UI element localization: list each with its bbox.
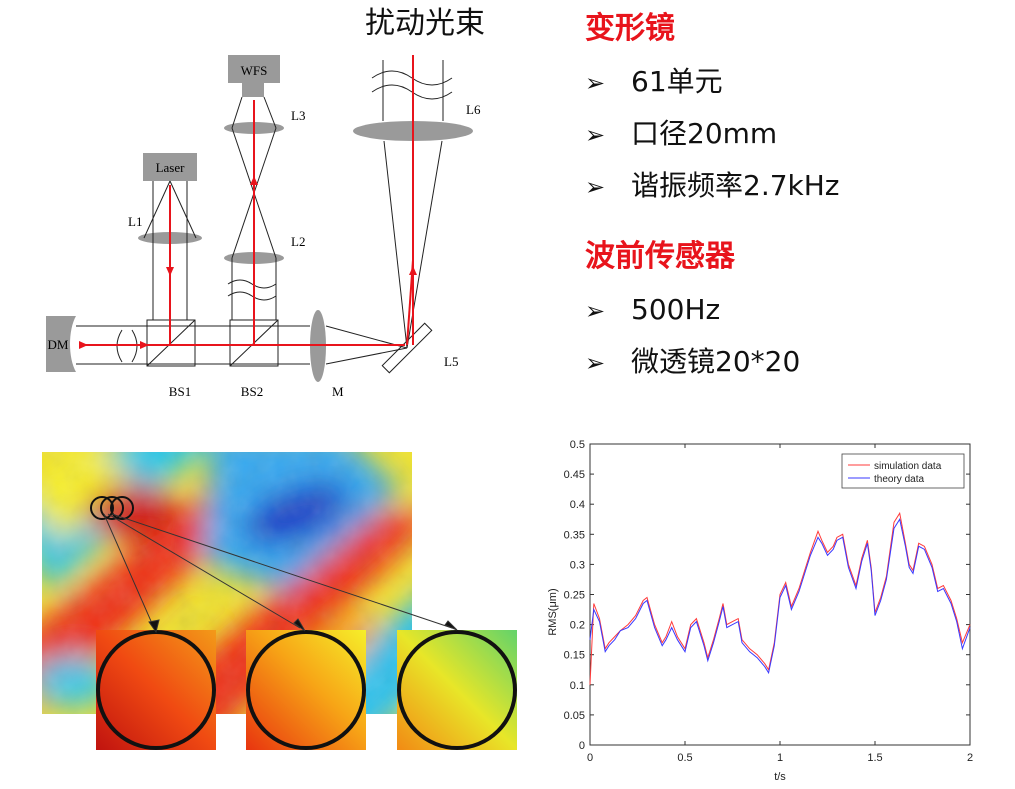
l5-label: L5 <box>444 354 458 369</box>
rms-line-chart: RMS(μm) t/s 0 0.05 0.1 0.15 0.2 0.25 0.3 0.35 0.… <box>547 439 973 783</box>
spec-item: ➢ 微透镜20*20 <box>585 345 801 378</box>
l1-label: L1 <box>128 214 142 229</box>
bullet-arrow-icon: ➢ <box>585 121 606 149</box>
laser-label: Laser <box>156 160 186 175</box>
y-tick-label: 0.25 <box>564 590 585 602</box>
wfs-label: WFS <box>241 63 268 78</box>
spec-item: ➢ 谐振频率2.7kHz <box>585 169 840 202</box>
l3-label: L3 <box>291 108 305 123</box>
turbulence-phase-screen <box>42 452 517 750</box>
y-tick-label: 0.05 <box>564 710 585 722</box>
series-line-theory <box>589 517 971 675</box>
deformable-mirror-shape <box>46 316 76 372</box>
dm-label: DM <box>48 337 69 352</box>
legend-label: theory data <box>874 474 924 485</box>
legend-label: simulation data <box>874 461 942 472</box>
bullet-arrow-icon: ➢ <box>585 349 606 377</box>
y-axis-label: RMS(μm) <box>547 588 559 635</box>
laser-box <box>143 153 197 181</box>
lenslet-circles <box>90 496 134 520</box>
y-tick-label: 0.35 <box>564 529 585 541</box>
disturbed-beam-label: 扰动光束 <box>365 6 485 41</box>
beam-outlines <box>76 60 453 365</box>
x-tick-label: 1 <box>777 752 783 764</box>
series-line-simulation <box>589 511 971 685</box>
l6-label: L6 <box>466 102 481 117</box>
y-tick-label: 0.15 <box>564 650 585 662</box>
y-tick-label: 0.4 <box>570 499 585 511</box>
spec-title-wavefront-sensor: 波前传感器 <box>585 239 735 274</box>
bullet-arrow-icon: ➢ <box>585 173 606 201</box>
bs1-label: BS1 <box>169 384 191 399</box>
y-tick-label: 0.3 <box>570 559 585 571</box>
spec-title-deformable-mirror: 变形镜 <box>585 11 675 46</box>
y-tick-label: 0 <box>579 740 585 752</box>
l2-label: L2 <box>291 234 305 249</box>
x-tick-label: 0 <box>587 752 593 764</box>
bs2-label: BS2 <box>241 384 263 399</box>
lenslet-zoom-1 <box>96 630 216 750</box>
bullet-arrow-icon: ➢ <box>585 297 606 325</box>
zoom-pointer-arrows <box>103 513 458 634</box>
x-tick-label: 0.5 <box>677 752 692 764</box>
spec-item: ➢ 61单元 <box>585 65 723 98</box>
y-tick-label: 0.2 <box>570 620 585 632</box>
spec-item: ➢ 口径20mm <box>585 117 778 150</box>
x-tick-label: 2 <box>967 752 973 764</box>
lenslet-zoom-3 <box>397 630 517 750</box>
y-tick-label: 0.45 <box>564 469 585 481</box>
bullet-arrow-icon: ➢ <box>585 69 606 97</box>
laser-beam-path <box>79 55 417 349</box>
y-tick-label: 0.1 <box>570 680 585 692</box>
legend-box <box>841 453 965 489</box>
x-axis-label: t/s <box>774 771 786 783</box>
lenslet-zoom-2 <box>246 630 366 750</box>
m-label: M <box>332 384 344 399</box>
optical-setup-diagram: 扰动光束 WFS Laser DM L1 L2 L3 L6 M BS1 BS2 … <box>46 6 485 399</box>
spec-item: ➢ 500Hz <box>585 293 721 326</box>
y-tick-label: 0.5 <box>570 439 585 451</box>
wfs-box <box>228 55 280 83</box>
specs-panel: 变形镜 ➢ 61单元 ➢ 口径20mm ➢ 谐振频率2.7kHz 波前传感器 ➢ 500… <box>585 14 1005 394</box>
x-tick-label: 1.5 <box>867 752 882 764</box>
